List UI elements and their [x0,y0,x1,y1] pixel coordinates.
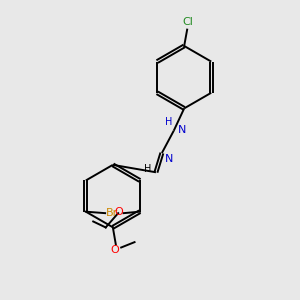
Text: O: O [111,245,119,255]
Text: N: N [178,125,186,135]
Text: Br: Br [106,208,118,218]
Text: H: H [144,164,152,174]
Text: Cl: Cl [183,17,194,27]
Text: H: H [165,117,172,127]
Text: N: N [165,154,173,164]
Text: O: O [114,207,123,217]
